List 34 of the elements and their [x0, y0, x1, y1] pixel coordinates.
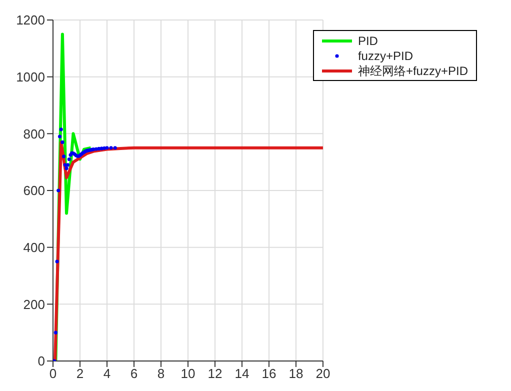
- x-tick-label: 16: [262, 366, 276, 382]
- point: [60, 140, 64, 144]
- legend-label: 神经网络+fuzzy+PID: [358, 64, 468, 78]
- point: [59, 128, 63, 132]
- x-tick-label: 14: [234, 366, 250, 382]
- point: [55, 260, 59, 264]
- point: [64, 166, 68, 170]
- point: [113, 146, 117, 150]
- y-tick-label: 1200: [16, 12, 45, 28]
- y-tick-label: 600: [23, 183, 45, 198]
- y-tick-label: 200: [23, 296, 45, 312]
- point: [62, 154, 66, 158]
- x-tick-label: 18: [288, 366, 304, 382]
- x-tick-label: 2: [76, 366, 84, 382]
- y-tick-label: 0: [38, 354, 45, 369]
- legend-label: PID: [358, 34, 378, 48]
- x-tick-label: 12: [208, 366, 222, 382]
- x-tick-label: 8: [157, 366, 165, 382]
- x-tick-label: 10: [180, 366, 196, 382]
- point: [54, 330, 58, 334]
- legend-label: fuzzy+PID: [358, 48, 413, 62]
- y-tick-label: 400: [23, 240, 45, 255]
- point: [67, 157, 71, 162]
- x-tick-label: 0: [49, 366, 57, 382]
- point: [66, 163, 70, 167]
- point: [105, 146, 109, 150]
- y-tick-label: 800: [23, 126, 45, 142]
- point: [58, 134, 62, 138]
- x-tick-label: 4: [103, 366, 111, 382]
- x-tick-label: 20: [316, 366, 330, 382]
- y-tick-label: 1000: [16, 69, 45, 84]
- x-tick-label: 6: [130, 366, 138, 382]
- point: [56, 188, 60, 192]
- point: [109, 146, 113, 150]
